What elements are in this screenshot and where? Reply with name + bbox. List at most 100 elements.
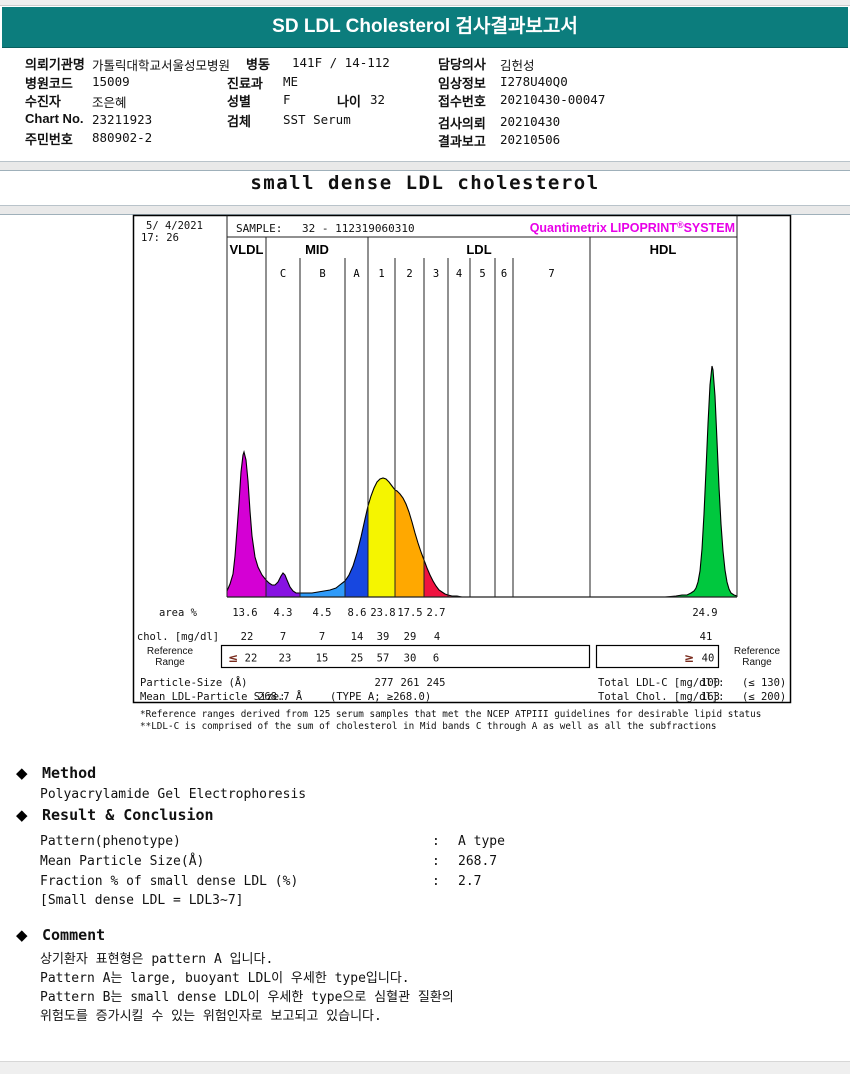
sublane-label-5: 5 [479,268,485,280]
result-row-value: A type [458,834,505,849]
request-date-value: 20210430 [500,114,561,129]
ref-value: 23 [279,653,292,665]
ref-label-left: Reference [147,646,194,657]
clinical-info-value: I278U40Q0 [500,74,568,89]
sublane-label-a: A [353,268,360,280]
trace-fill-vldl [227,452,266,597]
ward-label: 병동 [246,57,270,72]
result-row-colon: : [432,854,440,869]
section-label-ldl: LDL [466,242,491,257]
total-chol-label: Total Chol. [mg/dl]: [598,691,724,703]
method-heading: Method [42,764,97,782]
diamond-icon: ◆ [16,806,28,824]
separator-band-bottom [0,205,850,215]
lipoprint-chart: 5/ 4/2021 17: 26 SAMPLE: 32 - 1123190603… [132,214,792,732]
ref-value: 6 [433,653,439,665]
sample-value: 32 - 112319060310 [302,222,415,235]
area-value: 8.6 [348,607,367,619]
sublane-label-3: 3 [433,268,439,280]
org-value: 가톨릭대학교서울성모병원 [92,58,231,73]
total-chol-value: 163 [701,691,720,703]
trace-fill-mid-a [345,506,368,597]
comment-line: Pattern A는 large, buoyant LDL이 우세한 type입… [40,971,410,986]
ref-label-right: Reference [734,646,781,657]
top-strip [0,0,850,6]
diamond-icon: ◆ [16,764,28,782]
result-row-value: 268.7 [458,854,498,869]
ref-value: 22 [245,653,258,665]
trace-fill-mid-c [266,573,300,597]
result-row-colon: : [432,874,440,889]
ref-label-right: Range [742,657,772,668]
chol-row: chol. [mg/dl] 22 7 7 14 39 29 4 41 [137,631,712,643]
area-value: 13.6 [232,607,257,619]
sex-value: F [283,92,291,107]
age-label: 나이 [337,94,361,109]
resident-no-value: 880902-2 [92,130,153,145]
footnote-1: *Reference ranges derived from 125 serum… [140,709,761,720]
trace-fill-ldl2 [395,490,424,597]
reference-range-row: Reference Range ≤ 22 23 15 25 57 30 6 ≥ … [147,644,781,669]
chol-value-hdl: 41 [700,631,713,643]
section-label-hdl: HDL [650,242,677,257]
sublane-label-c: C [280,268,286,280]
specimen-value: SST Serum [283,112,351,127]
total-chol-ref: (≤ 200) [742,691,786,703]
lane-lines [226,215,738,598]
chol-value: 14 [351,631,364,643]
mean-particle-size-row: Mean LDL-Particle Size: 268.7 Å (TYPE A;… [140,690,786,703]
clinical-info-label: 임상정보 [438,76,486,91]
report-title: SD LDL Cholesterol 검사결과보고서 [272,16,578,37]
mean-size-label: Mean LDL-Particle Size: [140,691,285,703]
trace-fill-mid-b [300,581,345,597]
mean-size-value: 268.7 Å [258,690,303,703]
doctor-label: 담당의사 [438,57,486,72]
hospital-code-value: 15009 [92,74,130,89]
result-heading: Result & Conclusion [42,806,214,824]
chol-value: 22 [241,631,254,643]
ref-range-box-low [220,644,591,669]
area-value: 17.5 [397,607,422,619]
chart-time: 17: 26 [141,232,179,244]
particle-size-row: Particle-Size (Å) 277 261 245 Total LDL-… [140,676,786,689]
department-label: 진료과 [227,76,263,91]
sublane-label-b: B [319,268,325,280]
comment-line: 상기환자 표현형은 pattern A 입니다. [40,952,274,967]
ward-value: 141F / 14-112 [292,55,390,70]
report-date-label: 결과보고 [438,134,486,149]
section-label-mid: MID [305,242,329,257]
hospital-code-label: 병원코드 [25,76,73,91]
resident-no-label: 주민번호 [25,132,73,147]
lte-icon: ≤ [228,651,238,665]
examinee-label: 수진자 [25,94,61,109]
total-ldl-value: 100 [701,677,720,689]
bottom-strip [0,1061,850,1074]
chol-value: 4 [434,631,440,643]
sublane-label-1: 1 [378,268,384,280]
diamond-icon: ◆ [16,926,28,944]
doctor-value: 김헌성 [500,58,535,73]
area-percent-row: area % 13.6 4.3 4.5 8.6 23.8 17.5 2.7 24… [159,607,718,619]
receipt-no-label: 접수번호 [438,94,486,109]
section-label-vldl: VLDL [230,242,264,257]
ref-value: 57 [377,653,390,665]
particle-size-value: 277 [375,677,394,689]
sublane-label-4: 4 [456,268,462,280]
trace-outline [226,365,738,598]
area-value: 23.8 [370,607,395,619]
footnote-2: **LDL-C is comprised of the sum of chole… [140,721,717,732]
comment-line: Pattern B는 small dense LDL이 우세한 type으로 심… [40,990,454,1005]
trace-fill-ldl3 [424,560,462,597]
receipt-no-value: 20210430-00047 [500,92,606,107]
sublane-label-7: 7 [548,268,554,280]
sex-label: 성별 [227,94,251,109]
trace-fill-ldl1 [368,478,395,597]
specimen-label: 검체 [227,114,251,129]
sublane-label-6: 6 [501,268,507,280]
result-row-label: Mean Particle Size(Å) [40,854,205,869]
section-title: small dense LDL cholesterol [250,172,600,194]
area-value: 2.7 [427,607,446,619]
electrophoresis-trace [226,365,738,598]
particle-size-value: 261 [401,677,420,689]
